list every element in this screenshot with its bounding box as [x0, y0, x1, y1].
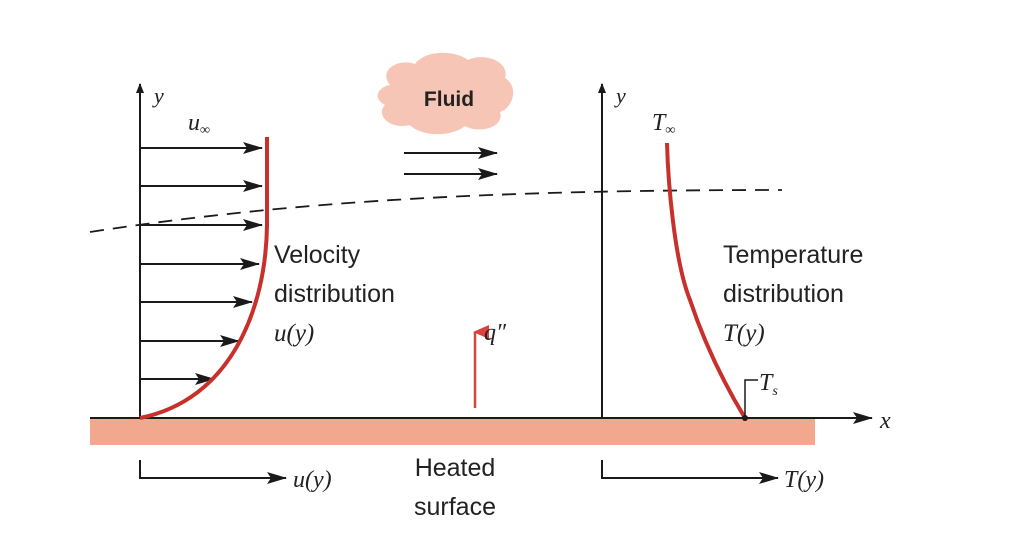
temperature-profile-curve [665, 142, 747, 420]
velocity-label-2: distribution [274, 280, 395, 308]
heat-flux-label: q″ [484, 320, 507, 346]
ts-leader [744, 379, 758, 418]
velocity-label: Velocity [274, 241, 361, 269]
x-axis-label: x [879, 408, 891, 434]
heated-surface-label-2: surface [414, 493, 496, 521]
fluid-cloud: Fluid [377, 52, 514, 135]
fluid-label: Fluid [424, 88, 474, 111]
velocity-arrows [140, 142, 263, 385]
heated-surface-label: Heated [415, 454, 496, 482]
temperature-function-label: T(y) [723, 320, 765, 347]
temperature-y-label: y [614, 83, 626, 108]
temperature-axis-label: T(y) [784, 467, 824, 493]
temperature-label-2: distribution [723, 280, 844, 308]
surface-temperature-label: Ts [759, 370, 778, 399]
velocity-axis-label: u(y) [293, 467, 332, 493]
velocity-axis-indicator [139, 460, 287, 484]
velocity-profile-curve [139, 137, 269, 420]
velocity-y-label: y [152, 83, 164, 108]
t-infinity-label: T∞ [652, 110, 675, 138]
temperature-axis-indicator [601, 460, 779, 484]
heated-plate [90, 418, 815, 445]
u-infinity-label: u∞ [188, 110, 210, 138]
velocity-function-label: u(y) [274, 320, 314, 347]
boundary-layer-edge [89, 189, 783, 233]
temperature-label: Temperature [723, 241, 863, 269]
